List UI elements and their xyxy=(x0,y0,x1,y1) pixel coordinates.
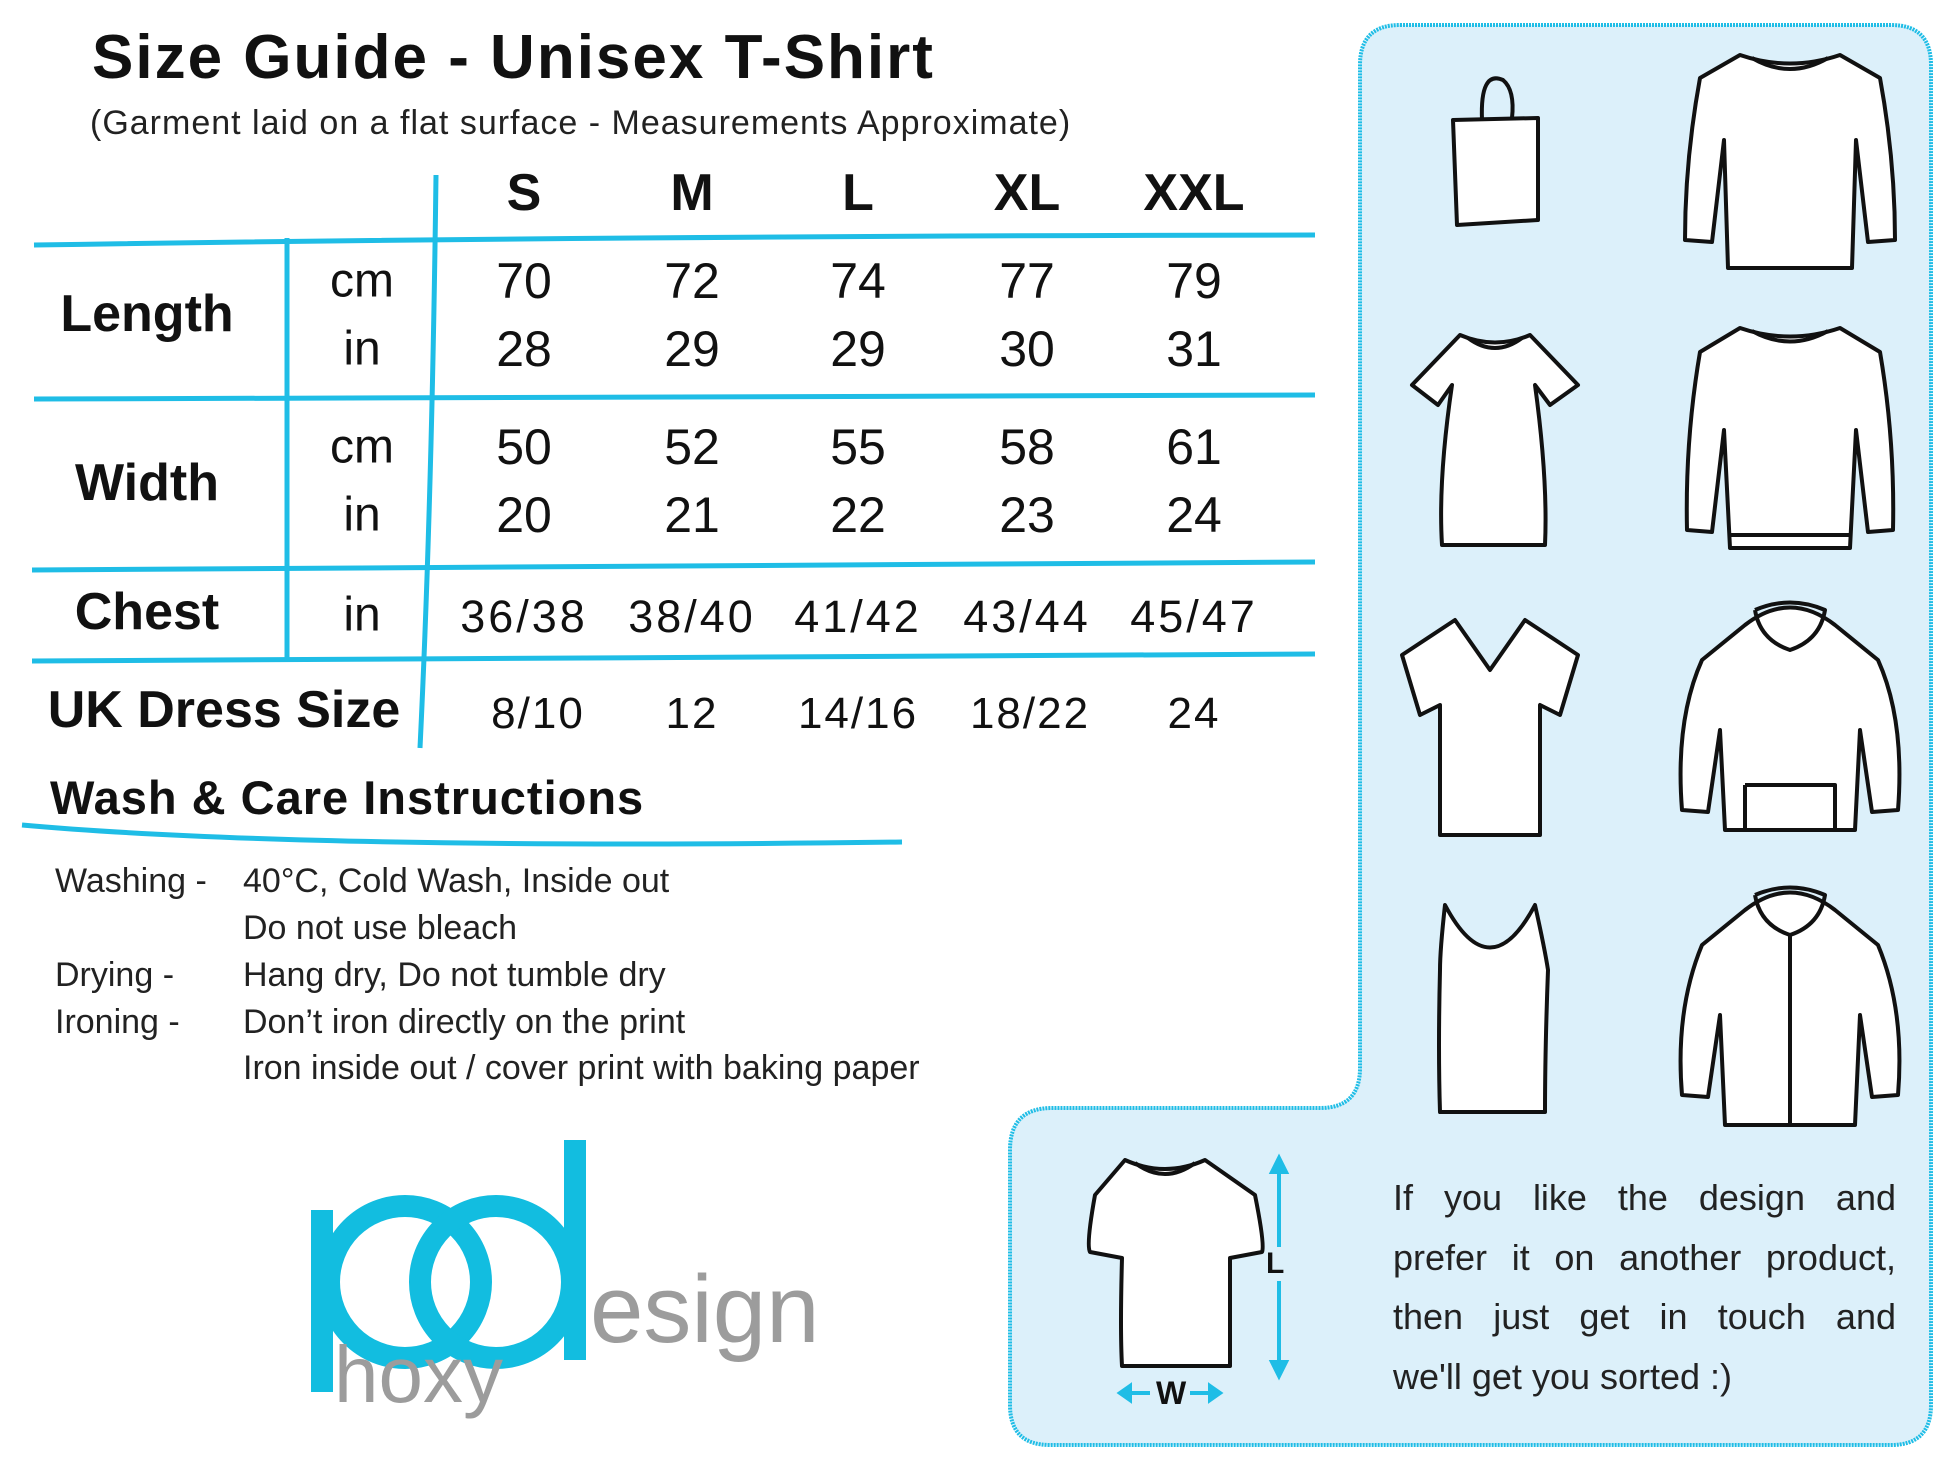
table-cell: 50 xyxy=(496,419,552,475)
message-line: then just get in touch and xyxy=(1393,1296,1896,1337)
page-subtitle: (Garment laid on a flat surface - Measur… xyxy=(90,104,1072,142)
table-cell: 70 xyxy=(496,253,552,309)
row-divider xyxy=(33,392,1316,402)
table-cell: 29 xyxy=(830,321,886,377)
unit-label: in xyxy=(343,588,381,642)
size-header: M xyxy=(670,164,714,222)
column-divider xyxy=(417,174,439,749)
unit-label: cm xyxy=(330,254,394,308)
table-cell: 12 xyxy=(665,689,719,738)
table-cell: 61 xyxy=(1166,419,1222,475)
size-header: S xyxy=(506,164,542,222)
care-label: Ironing - xyxy=(55,1003,180,1041)
row-label-chest: Chest xyxy=(74,583,220,641)
table-cell: 55 xyxy=(830,419,886,475)
table-cell: 8/10 xyxy=(491,689,585,738)
row-label-width: Width xyxy=(75,454,219,512)
table-cell: 23 xyxy=(999,487,1055,543)
unit-label: in xyxy=(343,488,381,542)
table-cell: 79 xyxy=(1166,253,1222,309)
table-cell: 18/22 xyxy=(969,689,1091,738)
row-divider xyxy=(31,651,1316,664)
table-cell: 72 xyxy=(664,253,720,309)
size-header: L xyxy=(842,164,874,222)
message-line: If you like the design and xyxy=(1393,1177,1896,1218)
table-gridlines xyxy=(21,174,1316,847)
wash-underline xyxy=(21,822,903,847)
care-text: Iron inside out / cover print with bakin… xyxy=(243,1049,920,1087)
table-cell: 45/47 xyxy=(1130,591,1258,642)
table-cell: 38/40 xyxy=(628,591,756,642)
care-label: Washing - xyxy=(55,862,207,900)
table-cell: 28 xyxy=(496,321,552,377)
table-cell: 14/16 xyxy=(797,689,919,738)
width-label: W xyxy=(1156,1375,1187,1411)
care-text: 40°C, Cold Wash, Inside out xyxy=(243,862,670,900)
message-line: we'll get you sorted :) xyxy=(1393,1355,1733,1397)
contact-message: If you like the design and prefer it on … xyxy=(1393,1168,1896,1406)
size-header: XXL xyxy=(1143,164,1245,222)
table-cell: 41/42 xyxy=(794,591,922,642)
row-divider xyxy=(31,559,1316,573)
row-label-length: Length xyxy=(60,285,234,343)
page-title: Size Guide - Unisex T-Shirt xyxy=(92,23,935,92)
table-cell: 74 xyxy=(830,253,886,309)
table-cell: 58 xyxy=(999,419,1055,475)
table-cell: 30 xyxy=(999,321,1055,377)
table-cell: 31 xyxy=(1166,321,1222,377)
care-label: Drying - xyxy=(55,956,175,994)
table-cell: 43/44 xyxy=(963,591,1091,642)
care-text: Hang dry, Do not tumble dry xyxy=(243,956,666,994)
care-text: Do not use bleach xyxy=(243,909,518,947)
size-header: XL xyxy=(993,164,1061,222)
care-text: Don’t iron directly on the print xyxy=(243,1003,686,1041)
table-cell: 36/38 xyxy=(460,591,588,642)
unit-label: in xyxy=(343,322,381,376)
wash-care-heading: Wash & Care Instructions xyxy=(50,771,645,824)
table-cell: 77 xyxy=(999,253,1055,309)
unit-label: cm xyxy=(330,420,394,474)
message-line: prefer it on another product, xyxy=(1393,1236,1896,1278)
table-cell: 24 xyxy=(1166,487,1222,543)
row-divider xyxy=(33,232,1316,248)
table-cell: 20 xyxy=(496,487,552,543)
length-label: L xyxy=(1266,1247,1285,1281)
table-cell: 29 xyxy=(664,321,720,377)
table-cell: 22 xyxy=(830,487,886,543)
table-cell: 24 xyxy=(1167,689,1221,738)
table-cell: 52 xyxy=(664,419,720,475)
row-label-uk-dress-size: UK Dress Size xyxy=(47,681,401,739)
table-cell: 21 xyxy=(664,487,720,543)
